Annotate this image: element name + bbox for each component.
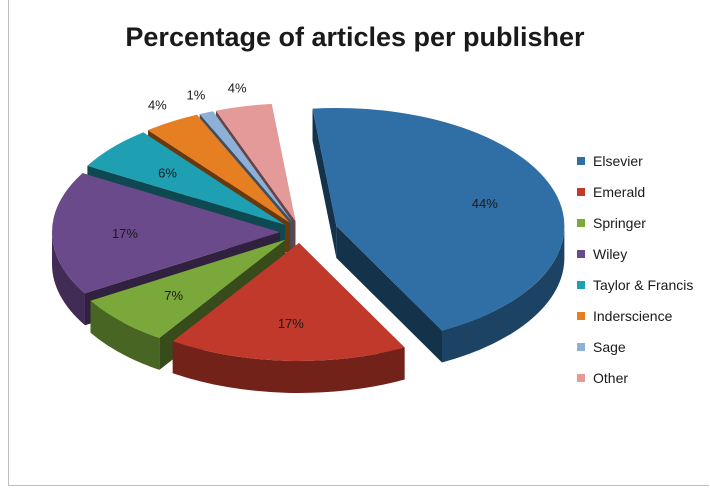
legend-item-wiley: Wiley (577, 238, 693, 269)
legend-swatch (577, 187, 585, 196)
legend-label: Taylor & Francis (593, 276, 694, 293)
legend-label: Inderscience (593, 307, 673, 324)
legend-label: Emerald (593, 183, 646, 200)
legend-swatch (577, 342, 585, 351)
data-label-other: 4% (228, 81, 247, 96)
legend: Elsevier Emerald Springer Wiley Taylor & Fra… (577, 145, 693, 393)
legend-item-emerald: Emerald (577, 176, 693, 207)
legend-item-sage: Sage (577, 331, 693, 362)
legend-swatch (577, 249, 585, 258)
data-label-sage: 1% (187, 87, 206, 102)
legend-label: Springer (593, 214, 646, 231)
legend-item-taylor-francis: Taylor & Francis (577, 269, 693, 300)
legend-item-other: Other (577, 362, 693, 393)
data-label-taylor-francis: 6% (158, 165, 177, 180)
chart-title: Percentage of articles per publisher (125, 22, 585, 52)
legend-swatch (577, 311, 585, 320)
data-label-wiley: 17% (112, 226, 138, 241)
legend-label: Other (593, 369, 629, 386)
legend-swatch (577, 280, 585, 289)
data-label-emerald: 17% (278, 316, 304, 331)
data-label-inderscience: 4% (148, 98, 167, 113)
legend-swatch (577, 218, 585, 227)
pie-slice-elsevier (312, 107, 565, 363)
legend-item-springer: Springer (577, 207, 693, 238)
legend-label: Sage (593, 338, 626, 355)
pie-slice-emerald (172, 242, 405, 393)
data-label-elsevier: 44% (472, 196, 498, 211)
legend-swatch (577, 156, 585, 165)
legend-item-inderscience: Inderscience (577, 300, 693, 331)
chart-frame (8, 0, 709, 486)
legend-item-elsevier: Elsevier (577, 145, 693, 176)
data-label-springer: 7% (164, 288, 183, 303)
legend-label: Wiley (593, 245, 628, 262)
legend-label: Elsevier (593, 152, 643, 169)
legend-swatch (577, 373, 585, 382)
